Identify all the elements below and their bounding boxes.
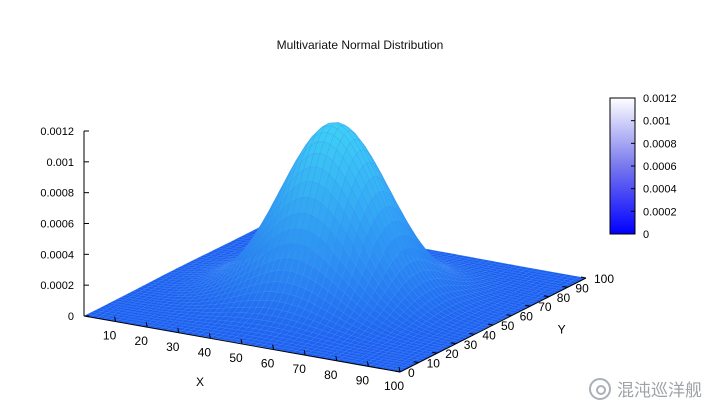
y-tick: [543, 295, 549, 298]
x-tick: [208, 333, 211, 339]
watermark-text: 混沌巡洋舰: [617, 381, 702, 401]
z-tick-label: 0.0002: [40, 280, 74, 292]
y-tick-label: 10: [427, 357, 441, 371]
x-tick-label: 40: [198, 345, 212, 359]
x-tick-label: 20: [135, 334, 149, 348]
x-tick: [114, 316, 117, 322]
z-tick-label: 0.0008: [40, 188, 74, 200]
watermark: 混沌巡洋舰: [589, 376, 702, 401]
y-tick: [469, 332, 475, 335]
y-tick-label: 40: [482, 328, 496, 342]
z-tick-label: 0.001: [46, 157, 74, 169]
y-tick-label: 60: [520, 310, 534, 324]
y-tick-label: 20: [445, 347, 459, 361]
colorbar-tick-label: 0.0002: [643, 206, 677, 218]
colorbar-tick-label: 0.0006: [643, 161, 677, 173]
x-tick: [335, 355, 338, 361]
x-tick-label: 10: [103, 329, 117, 343]
x-tick: [303, 350, 306, 356]
x-tick: [366, 361, 369, 367]
x-tick-label: 30: [166, 340, 180, 354]
y-tick: [506, 314, 512, 317]
y-tick-label: 70: [538, 300, 552, 314]
x-tick: [177, 327, 180, 333]
x-tick-label: 50: [229, 351, 243, 365]
x-tick: [240, 338, 243, 345]
colorbar-tick-label: 0.0008: [643, 138, 677, 150]
colorbar-tick-label: 0.0004: [643, 184, 677, 196]
z-tick-label: 0.0012: [40, 126, 74, 138]
colorbar-gradient: [609, 97, 636, 235]
y-tick-label: 30: [464, 338, 478, 352]
x-tick-label: 80: [324, 368, 338, 382]
colorbar-tick-label: 0.001: [643, 116, 671, 128]
x-tick-label: 100: [384, 379, 404, 393]
x-tick: [398, 366, 401, 373]
colorbar-tick-label: 0.0012: [643, 93, 677, 105]
x-tick-label: 70: [293, 362, 307, 376]
x-tick: [272, 344, 275, 350]
y-tick: [525, 304, 531, 307]
x-tick-label: 90: [356, 373, 370, 387]
colorbar: 0 0.0002 0.0004 0.0006 0.0008 0.001 0.0012: [609, 93, 677, 241]
y-tick: [413, 361, 419, 364]
z-tick-label: 0.0004: [40, 249, 74, 261]
x-axis-label: X: [196, 375, 204, 389]
y-tick: [432, 351, 438, 354]
watermark-icon: [589, 377, 611, 400]
y-tick: [450, 342, 456, 345]
y-axis-label: Y: [558, 323, 566, 337]
y-tick-label: 90: [575, 281, 589, 295]
colorbar-tick-label: 0: [643, 229, 649, 241]
z-tick-label: 0: [68, 311, 74, 323]
y-tick: [487, 323, 494, 326]
y-tick: [562, 285, 568, 288]
y-tick-label: 0: [408, 366, 415, 380]
y-tick-label: 100: [594, 272, 614, 286]
chart-title: Multivariate Normal Distribution: [276, 38, 444, 52]
y-tick-label: 50: [501, 319, 515, 333]
y-tick-label: 80: [557, 291, 571, 305]
surface-mesh: [83, 122, 587, 373]
x-tick: [145, 322, 148, 328]
y-tick: [580, 276, 587, 279]
y-tick: [394, 370, 401, 373]
axes-layer: 0 0.0002 0.0004 0.0006 0.0008 0.001 0.0012 10 20…: [40, 126, 614, 393]
x-tick-label: 60: [261, 357, 275, 371]
z-tick-label: 0.0006: [40, 219, 74, 231]
